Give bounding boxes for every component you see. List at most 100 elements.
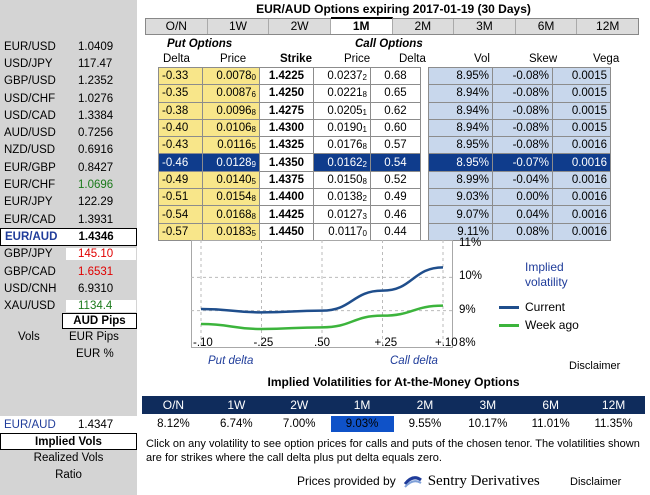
vega-cell[interactable]: 0.0016 bbox=[552, 170, 611, 190]
atm-vol-value[interactable]: 8.12% bbox=[157, 418, 190, 430]
currency-pair-row[interactable]: EUR/CHF 1.0696 bbox=[0, 176, 137, 193]
vega-cell[interactable]: 0.0016 bbox=[552, 153, 611, 172]
call-price-cell[interactable]: 0.01382 bbox=[313, 188, 371, 207]
currency-pair-row[interactable]: EUR/USD 1.0409 bbox=[0, 38, 137, 55]
put-delta-cell[interactable]: -0.57 bbox=[158, 222, 203, 241]
atm-vol-value[interactable]: 11.35% bbox=[594, 418, 633, 430]
put-price-cell[interactable]: 0.00968 bbox=[202, 101, 260, 120]
currency-pair-row[interactable]: USD/CNH 6.9310 bbox=[0, 280, 137, 297]
atm-tenor-tab[interactable]: 1M bbox=[353, 398, 371, 412]
put-delta-cell[interactable]: -0.33 bbox=[158, 66, 203, 86]
tenor-tab[interactable]: 3M bbox=[454, 19, 516, 34]
skew-cell[interactable]: -0.08% bbox=[492, 101, 553, 120]
call-price-cell[interactable]: 0.01273 bbox=[313, 205, 371, 224]
atm-vol-value[interactable]: 10.17% bbox=[468, 418, 508, 430]
skew-cell[interactable]: -0.08% bbox=[492, 136, 553, 155]
provider-name[interactable]: Sentry Derivatives bbox=[427, 472, 540, 489]
vega-cell[interactable]: 0.0015 bbox=[552, 84, 611, 103]
atm-tenor-tab[interactable]: 1W bbox=[227, 398, 246, 412]
skew-cell[interactable]: -0.07% bbox=[492, 153, 553, 172]
vega-cell[interactable]: 0.0016 bbox=[552, 222, 611, 241]
put-price-cell[interactable]: 0.01405 bbox=[202, 170, 260, 190]
currency-pair-row[interactable]: EUR/AUD 1.4346 bbox=[0, 228, 137, 246]
vol-cell[interactable]: 9.11% bbox=[428, 222, 493, 241]
put-delta-cell[interactable]: -0.35 bbox=[158, 84, 203, 103]
tenor-tab[interactable]: 1M bbox=[330, 17, 393, 34]
put-price-cell[interactable]: 0.01289 bbox=[202, 153, 260, 172]
skew-cell[interactable]: -0.08% bbox=[492, 84, 553, 103]
put-delta-cell[interactable]: -0.40 bbox=[158, 118, 203, 138]
currency-pair-row[interactable]: XAU/USD 1134.4 bbox=[0, 297, 137, 314]
vol-cell[interactable]: 8.94% bbox=[428, 118, 493, 138]
call-delta-cell[interactable]: 0.52 bbox=[370, 170, 421, 190]
call-delta-cell[interactable]: 0.60 bbox=[370, 118, 421, 138]
put-delta-cell[interactable]: -0.54 bbox=[158, 205, 203, 224]
call-price-cell[interactable]: 0.02372 bbox=[313, 66, 371, 86]
atm-vol-value[interactable]: 7.00% bbox=[282, 418, 316, 430]
call-delta-cell[interactable]: 0.68 bbox=[370, 66, 421, 86]
disclaimer-link-bottom[interactable]: Disclaimer bbox=[570, 476, 622, 488]
tenor-tab[interactable]: 2M bbox=[393, 19, 455, 34]
atm-vol-value[interactable]: 9.03% bbox=[330, 416, 394, 432]
put-delta-cell[interactable]: -0.38 bbox=[158, 101, 203, 120]
currency-pair-row[interactable]: USD/CAD 1.3384 bbox=[0, 107, 137, 124]
put-price-cell[interactable]: 0.01548 bbox=[202, 188, 260, 207]
vega-cell[interactable]: 0.0015 bbox=[552, 101, 611, 120]
tenor-tab[interactable]: 2W bbox=[269, 19, 331, 34]
tenor-tab[interactable]: 12M bbox=[596, 19, 620, 33]
call-delta-cell[interactable]: 0.49 bbox=[370, 188, 421, 207]
atm-tenor-tab[interactable]: 6M bbox=[542, 398, 560, 412]
currency-pair-row[interactable]: USD/JPY 117.47 bbox=[0, 55, 137, 72]
put-price-cell[interactable]: 0.01688 bbox=[202, 205, 260, 224]
implied-vols-toggle[interactable]: Implied Vols bbox=[0, 433, 137, 450]
tenor-tab[interactable]: 1W bbox=[208, 19, 270, 34]
call-price-cell[interactable]: 0.01170 bbox=[313, 222, 371, 241]
skew-cell[interactable]: -0.08% bbox=[492, 66, 553, 86]
call-price-cell[interactable]: 0.01901 bbox=[313, 118, 371, 138]
call-delta-cell[interactable]: 0.54 bbox=[370, 153, 421, 172]
put-price-cell[interactable]: 0.01068 bbox=[202, 118, 260, 138]
put-price-cell[interactable]: 0.01165 bbox=[202, 136, 260, 155]
vol-cell[interactable]: 8.94% bbox=[428, 101, 493, 120]
vol-cell[interactable]: 8.94% bbox=[428, 84, 493, 103]
ratio-toggle[interactable]: Ratio bbox=[55, 469, 82, 481]
call-delta-cell[interactable]: 0.44 bbox=[370, 222, 421, 241]
put-price-cell[interactable]: 0.00876 bbox=[202, 84, 260, 103]
put-delta-cell[interactable]: -0.43 bbox=[158, 136, 203, 155]
vol-cell[interactable]: 8.99% bbox=[428, 170, 493, 190]
currency-pair-row[interactable]: AUD/USD 0.7256 bbox=[0, 124, 137, 141]
skew-cell[interactable]: 0.08% bbox=[492, 222, 553, 241]
vol-cell[interactable]: 8.95% bbox=[428, 153, 493, 172]
vol-cell[interactable]: 8.95% bbox=[428, 136, 493, 155]
currency-pair-row[interactable]: USD/CHF 1.0276 bbox=[0, 90, 137, 107]
currency-pair-row[interactable]: EUR/CAD 1.3931 bbox=[0, 211, 137, 228]
call-price-cell[interactable]: 0.02051 bbox=[313, 101, 371, 120]
vega-cell[interactable]: 0.0016 bbox=[552, 205, 611, 224]
currency-pair-row[interactable]: GBP/USD 1.2352 bbox=[0, 73, 137, 90]
call-delta-cell[interactable]: 0.57 bbox=[370, 136, 421, 155]
vol-cell[interactable]: 9.07% bbox=[428, 205, 493, 224]
call-delta-cell[interactable]: 0.46 bbox=[370, 205, 421, 224]
atm-tenor-tab[interactable]: 2M bbox=[416, 398, 434, 412]
skew-cell[interactable]: 0.04% bbox=[492, 205, 553, 224]
skew-cell[interactable]: -0.04% bbox=[492, 170, 553, 190]
eur-pips-toggle[interactable]: EUR Pips bbox=[69, 331, 119, 343]
currency-pair-row[interactable]: NZD/USD 0.6916 bbox=[0, 142, 137, 159]
put-price-cell[interactable]: 0.01835 bbox=[202, 222, 260, 241]
vega-cell[interactable]: 0.0016 bbox=[552, 188, 611, 207]
skew-cell[interactable]: 0.00% bbox=[492, 188, 553, 207]
currency-pair-row[interactable]: EUR/GBP 0.8427 bbox=[0, 159, 137, 176]
tenor-tab[interactable]: O/N bbox=[146, 19, 208, 34]
call-price-cell[interactable]: 0.01508 bbox=[313, 170, 371, 190]
vega-cell[interactable]: 0.0016 bbox=[552, 136, 611, 155]
atm-tenor-tab[interactable]: 12M bbox=[601, 398, 626, 412]
currency-pair-row[interactable]: EUR/JPY 122.29 bbox=[0, 194, 137, 211]
atm-tenor-tab[interactable]: 3M bbox=[479, 398, 497, 412]
eur-percent-toggle[interactable]: EUR % bbox=[76, 348, 114, 360]
atm-vol-value[interactable]: 6.74% bbox=[220, 418, 253, 430]
put-delta-cell[interactable]: -0.49 bbox=[158, 170, 203, 190]
vega-cell[interactable]: 0.0015 bbox=[552, 66, 611, 86]
tenor-tab[interactable]: 6M bbox=[516, 19, 578, 34]
call-price-cell[interactable]: 0.01622 bbox=[313, 153, 371, 172]
call-delta-cell[interactable]: 0.62 bbox=[370, 101, 421, 120]
